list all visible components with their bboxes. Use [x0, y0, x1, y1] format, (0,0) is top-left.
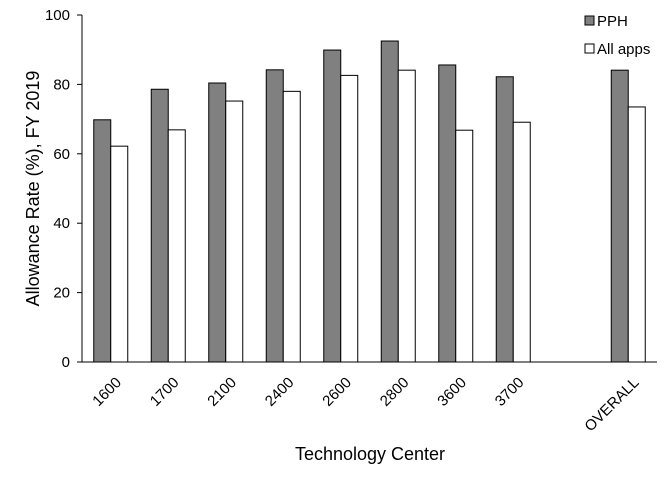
- bar-all-apps-1600: [110, 145, 129, 363]
- y-tick-label: 60: [53, 146, 70, 163]
- bar-all-apps-2400: [282, 90, 301, 363]
- legend-label: All apps: [597, 41, 650, 58]
- x-tick-label: 2600: [319, 374, 355, 410]
- x-tick-label: 3700: [492, 374, 528, 410]
- legend-swatch: [584, 43, 595, 54]
- y-axis-title: Allowance Rate (%), FY 2019: [23, 71, 43, 307]
- bar-pph-2400: [265, 69, 284, 363]
- bar-pph-1600: [93, 119, 112, 363]
- x-tick-label: 1600: [89, 374, 125, 410]
- bar-all-apps-overall: [627, 106, 646, 363]
- x-tick-label: 2800: [377, 374, 413, 410]
- bar-all-apps-1700: [167, 129, 186, 363]
- bar-all-apps-2600: [340, 74, 359, 363]
- legend-label: PPH: [597, 13, 628, 30]
- legend-swatch: [584, 15, 595, 26]
- y-tick-label: 20: [53, 285, 70, 302]
- x-axis-title: Technology Center: [295, 444, 445, 464]
- bar-all-apps-3700: [512, 121, 531, 363]
- x-tick-label: 2100: [204, 374, 240, 410]
- bar-pph-3600: [438, 64, 457, 363]
- y-tick-label: 40: [53, 215, 70, 232]
- bar-all-apps-2800: [397, 69, 416, 363]
- y-axis-ticks: 0 20 40 60 80 100: [45, 7, 82, 371]
- x-tick-label: 2400: [262, 374, 298, 410]
- x-tick-label: 1700: [147, 374, 183, 410]
- bar-pph-1700: [150, 88, 169, 363]
- y-tick-label: 0: [62, 354, 70, 371]
- bar-pph-2100: [208, 82, 227, 363]
- bar-pph-overall: [610, 69, 629, 363]
- bar-pph-2800: [380, 40, 399, 363]
- legend: PPH All apps: [584, 13, 650, 58]
- x-axis-tick-labels: 1600 1700 2100 2400 2600 2800 3600 3700 OVERALL: [89, 374, 642, 435]
- bar-pph-2600: [323, 49, 342, 363]
- x-tick-label: 3600: [434, 374, 470, 410]
- x-tick-label: OVERALL: [581, 374, 642, 435]
- bar-all-apps-3600: [455, 129, 474, 363]
- bar-pph-3700: [495, 76, 514, 363]
- y-tick-label: 80: [53, 76, 70, 93]
- bars: [93, 40, 646, 363]
- y-tick-label: 100: [45, 7, 70, 24]
- bar-all-apps-2100: [225, 100, 244, 363]
